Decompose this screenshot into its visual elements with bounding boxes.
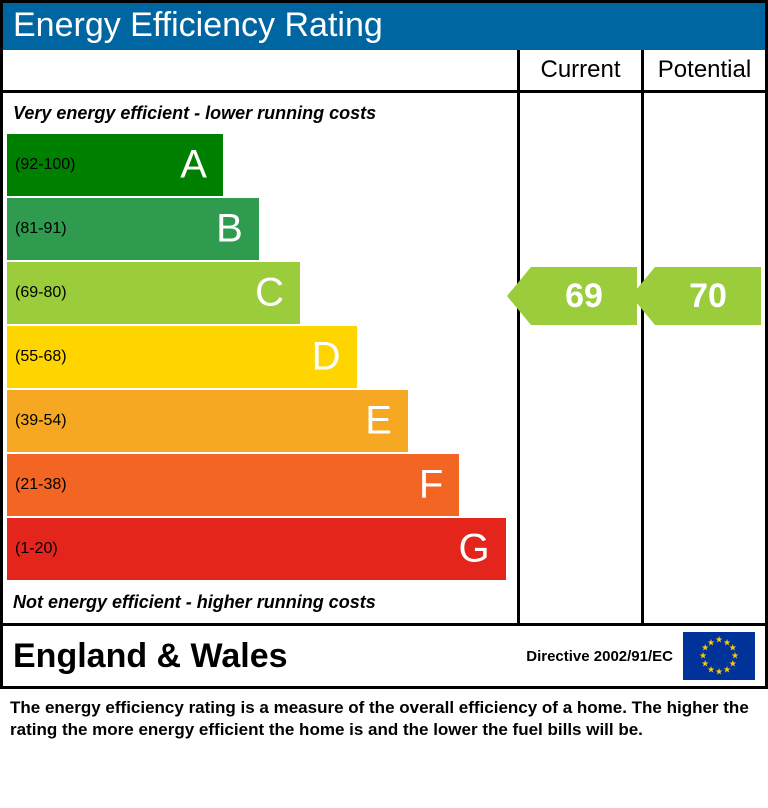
eu-star-icon: ★	[723, 666, 731, 675]
band-letter: C	[255, 271, 284, 316]
subtitle-efficient: Very energy efficient - lower running co…	[3, 95, 517, 132]
band-range-label: (92-100)	[7, 156, 75, 174]
band-bar: (81-91) B	[7, 198, 259, 260]
band-a: (92-100) A	[3, 134, 517, 196]
band-b: (81-91) B	[3, 198, 517, 260]
band-range-label: (21-38)	[7, 476, 67, 494]
header-current: Current	[517, 50, 641, 90]
band-letter: G	[458, 527, 489, 572]
band-bar: (1-20) G	[7, 518, 506, 580]
chart-body: Very energy efficient - lower running co…	[3, 93, 765, 623]
band-g: (1-20) G	[3, 518, 517, 580]
potential-value: 70	[689, 277, 727, 316]
eu-star-icon: ★	[715, 636, 723, 645]
eu-star-icon: ★	[715, 668, 723, 677]
chart-title: Energy Efficiency Rating	[3, 3, 765, 50]
eu-star-icon: ★	[699, 652, 707, 661]
band-d: (55-68) D	[3, 326, 517, 388]
region-label: England & Wales	[13, 637, 526, 676]
band-bar: (21-38) F	[7, 454, 459, 516]
band-bar: (39-54) E	[7, 390, 408, 452]
footer-row: England & Wales Directive 2002/91/EC ★★★…	[3, 623, 765, 686]
band-e: (39-54) E	[3, 390, 517, 452]
potential-value-pointer: 70	[655, 267, 761, 325]
bands-area: Very energy efficient - lower running co…	[3, 93, 517, 623]
header-row: Current Potential	[3, 50, 765, 93]
eu-star-icon: ★	[701, 660, 709, 669]
band-range-label: (81-91)	[7, 220, 67, 238]
current-value-pointer: 69	[531, 267, 637, 325]
current-value: 69	[565, 277, 603, 316]
band-range-label: (39-54)	[7, 412, 67, 430]
band-f: (21-38) F	[3, 454, 517, 516]
header-potential: Potential	[641, 50, 765, 90]
epc-chart: Energy Efficiency Rating Current Potenti…	[0, 0, 768, 689]
band-bar: (55-68) D	[7, 326, 357, 388]
band-range-label: (1-20)	[7, 540, 58, 558]
band-letter: B	[216, 207, 243, 252]
band-letter: E	[365, 399, 392, 444]
band-c: (69-80) C	[3, 262, 517, 324]
band-letter: F	[419, 463, 443, 508]
band-letter: D	[312, 335, 341, 380]
band-range-label: (55-68)	[7, 348, 67, 366]
band-bar: (92-100) A	[7, 134, 223, 196]
eu-star-icon: ★	[707, 638, 715, 647]
band-letter: A	[180, 143, 207, 188]
header-spacer	[3, 50, 517, 90]
current-column: 69	[517, 93, 641, 623]
explanation-text: The energy efficiency rating is a measur…	[0, 689, 768, 753]
subtitle-inefficient: Not energy efficient - higher running co…	[3, 582, 517, 621]
eu-flag-icon: ★★★★★★★★★★★★	[683, 632, 755, 680]
directive-label: Directive 2002/91/EC	[526, 648, 683, 665]
band-bar: (69-80) C	[7, 262, 300, 324]
potential-column: 70	[641, 93, 765, 623]
band-range-label: (69-80)	[7, 284, 67, 302]
